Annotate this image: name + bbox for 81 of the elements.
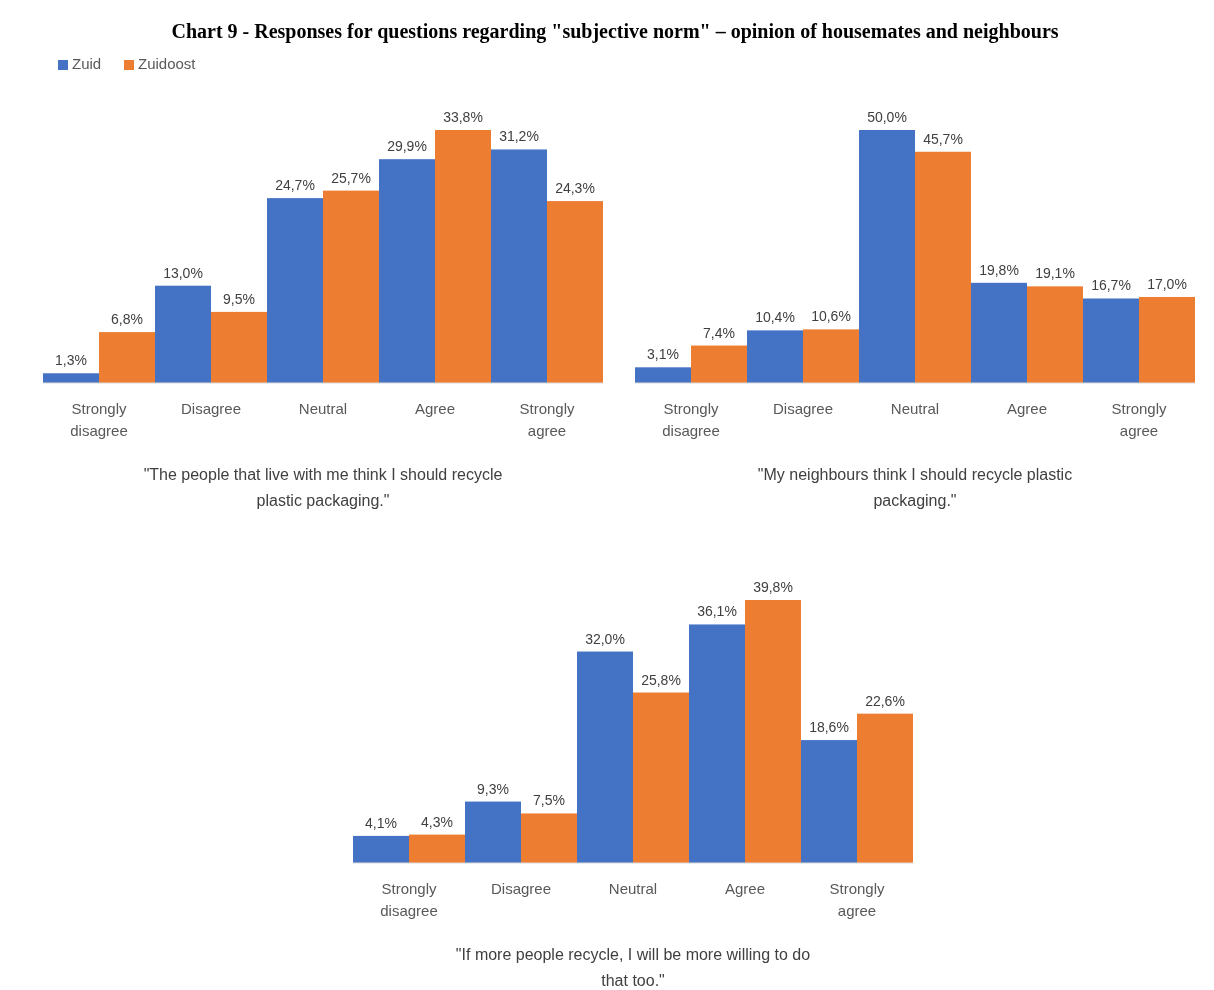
- data-label: 45,7%: [923, 130, 963, 147]
- data-label: 24,3%: [555, 180, 595, 197]
- bar: [353, 835, 409, 863]
- bar: [745, 600, 801, 863]
- x-tick-label: Agree: [724, 880, 766, 897]
- data-label: 32,0%: [585, 630, 625, 647]
- bar: [323, 190, 379, 383]
- data-label: 25,8%: [641, 671, 681, 688]
- bar: [1027, 286, 1083, 383]
- data-label: 7,4%: [703, 324, 735, 341]
- bar: [99, 332, 155, 383]
- data-label: 36,1%: [697, 603, 737, 620]
- bar: [859, 130, 915, 383]
- data-label: 6,8%: [111, 311, 143, 328]
- bar: [971, 282, 1027, 383]
- bar: [577, 651, 633, 863]
- bar: [409, 834, 465, 863]
- x-tick-label: Strongly agree: [1111, 400, 1168, 439]
- bar: [435, 130, 491, 383]
- x-tick-label: Strongly disagree: [70, 400, 128, 439]
- data-label: 22,6%: [865, 692, 905, 709]
- bar: [691, 345, 747, 383]
- x-tick-label: Disagree: [490, 880, 552, 897]
- x-tick-label: Neutral: [298, 400, 348, 417]
- data-label: 4,3%: [421, 813, 453, 830]
- data-label: 1,3%: [55, 352, 87, 369]
- data-label: 24,7%: [275, 177, 315, 194]
- bar: [747, 330, 803, 383]
- bar: [155, 285, 211, 383]
- data-label: 10,4%: [755, 309, 795, 326]
- bar: [635, 367, 691, 383]
- data-label: 9,5%: [223, 290, 255, 307]
- x-tick-label: Disagree: [772, 400, 834, 417]
- bar: [857, 713, 913, 863]
- bar: [43, 373, 99, 383]
- data-label: 50,0%: [867, 109, 907, 125]
- bar: [801, 740, 857, 863]
- bar: [379, 159, 435, 383]
- data-label: 7,5%: [533, 792, 565, 809]
- data-label: 33,8%: [443, 109, 483, 125]
- data-label: 25,7%: [331, 169, 371, 186]
- data-label: 18,6%: [809, 719, 849, 736]
- data-label: 3,1%: [647, 346, 679, 363]
- x-tick-label: Neutral: [608, 880, 658, 897]
- x-tick-label: Neutral: [890, 400, 940, 417]
- x-tick-label: Agree: [414, 400, 456, 417]
- bar: [633, 692, 689, 863]
- data-label: 29,9%: [387, 138, 427, 155]
- bar: [267, 198, 323, 383]
- bar: [491, 149, 547, 383]
- x-tick-label: Disagree: [180, 400, 242, 417]
- x-tick-label: Strongly disagree: [380, 880, 438, 919]
- chart-title: Chart 9 - Responses for questions regarding "subjective norm" – opinion of housemates and neighbours: [171, 20, 1059, 43]
- x-axis-title: "My neighbours think I should recycle plastic packaging.": [757, 466, 1073, 509]
- bar: [1139, 296, 1195, 383]
- bar: [915, 151, 971, 383]
- bar: [689, 624, 745, 863]
- data-label: 39,8%: [753, 579, 793, 595]
- x-tick-label: Agree: [1006, 400, 1048, 417]
- bar: [211, 311, 267, 383]
- data-label: 9,3%: [477, 780, 509, 797]
- data-label: 19,1%: [1035, 265, 1075, 282]
- legend-label: Zuidoost: [138, 54, 197, 72]
- x-axis-title: "If more people recycle, I will be more willing to do that too.": [455, 946, 811, 989]
- data-label: 16,7%: [1091, 277, 1131, 294]
- legend-label: Zuid: [72, 54, 102, 72]
- bar: [803, 329, 859, 383]
- bar: [547, 201, 603, 383]
- x-tick-label: Strongly agree: [519, 400, 576, 439]
- bar: [465, 801, 521, 863]
- bar: [1083, 298, 1139, 383]
- data-label: 31,2%: [499, 128, 539, 145]
- data-label: 19,8%: [979, 261, 1019, 278]
- data-label: 17,0%: [1147, 275, 1187, 292]
- data-label: 13,0%: [163, 264, 203, 281]
- data-label: 4,1%: [365, 814, 397, 831]
- data-label: 10,6%: [811, 308, 851, 325]
- bar: [521, 813, 577, 863]
- x-tick-label: Strongly agree: [829, 880, 886, 919]
- x-axis-title: "The people that live with me think I should recycle plastic packaging.": [143, 466, 503, 509]
- x-tick-label: Strongly disagree: [662, 400, 720, 439]
